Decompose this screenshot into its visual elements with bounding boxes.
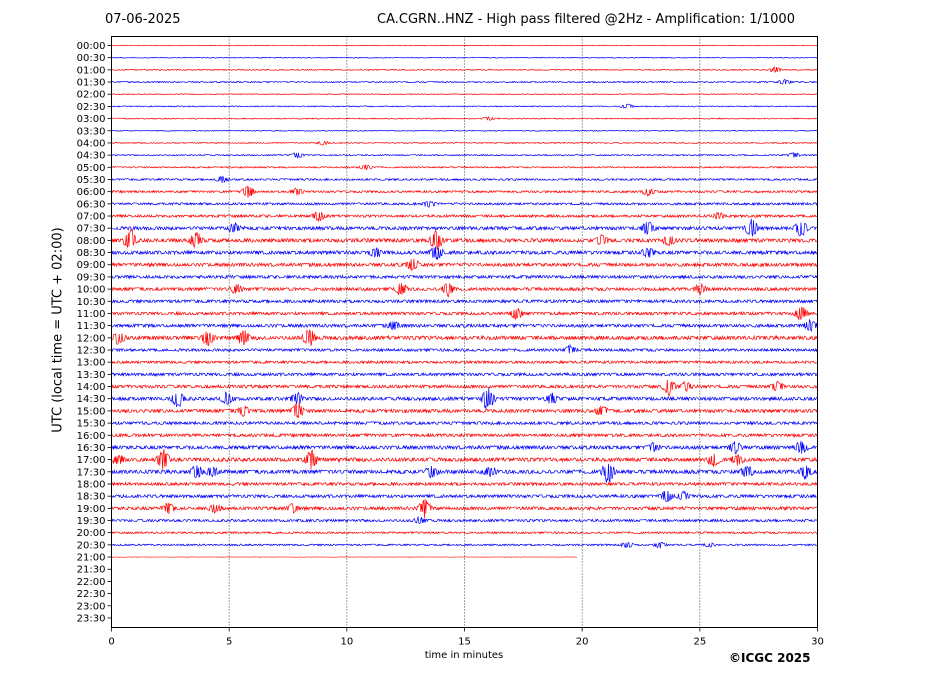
y-tick-label: 16:00 — [77, 431, 106, 442]
y-tick-label: 04:30 — [77, 151, 106, 162]
trace-1800 — [111, 481, 818, 487]
x-tick-label: 0 — [108, 637, 114, 648]
y-tick-label: 20:00 — [77, 528, 106, 539]
y-tick-label: 18:00 — [77, 479, 106, 490]
grid-group — [228, 36, 701, 628]
trace-0930 — [111, 274, 818, 280]
y-tick-label: 06:30 — [77, 199, 106, 210]
x-tick-label: 30 — [811, 637, 824, 648]
y-tick-label: 22:00 — [77, 577, 106, 588]
y-tick-label: 10:00 — [77, 285, 106, 296]
y-tick-label: 13:30 — [77, 370, 106, 381]
trace-0430 — [111, 152, 818, 159]
y-tick-label: 20:30 — [77, 540, 106, 551]
y-tick-label: 07:00 — [77, 212, 106, 223]
trace-0900 — [111, 258, 818, 272]
x-tick-label: 15 — [458, 637, 471, 648]
y-tick-label: 09:30 — [77, 272, 106, 283]
y-tick-label: 18:30 — [77, 492, 106, 503]
trace-1730 — [111, 463, 818, 483]
trace-0500 — [111, 164, 818, 171]
trace-1130 — [111, 318, 818, 332]
y-tick-label: 15:00 — [77, 406, 106, 417]
y-tick-label: 05:00 — [77, 163, 106, 174]
y-tick-label: 10:30 — [77, 297, 106, 308]
y-tick-label: 22:30 — [77, 589, 106, 600]
x-axis-label: time in minutes — [424, 650, 504, 661]
trace-1200 — [111, 329, 818, 347]
y-tick-label: 17:00 — [77, 455, 106, 466]
y-tick-label: 08:00 — [77, 236, 106, 247]
plot-frame — [111, 36, 818, 628]
y-tick-label: 02:30 — [77, 102, 106, 113]
y-tick-label: 00:00 — [77, 41, 106, 52]
trace-1700 — [111, 449, 818, 470]
y-tick-label: 01:00 — [77, 65, 106, 76]
trace-0730 — [111, 218, 818, 237]
y-tick-label: 19:30 — [77, 516, 106, 527]
y-tick-label: 13:00 — [77, 358, 106, 369]
y-tick-label: 03:00 — [77, 114, 106, 125]
chart-title: CA.CGRN..HNZ - High pass filtered @2Hz -… — [377, 12, 795, 27]
y-tick-label: 11:00 — [77, 309, 106, 320]
y-tick-label: 11:30 — [77, 321, 106, 332]
trace-group — [111, 44, 818, 558]
y-tick-label: 16:30 — [77, 443, 106, 454]
trace-1630 — [111, 440, 818, 455]
trace-1000 — [111, 282, 818, 298]
y-tick-label: 09:00 — [77, 260, 106, 271]
trace-0530 — [111, 175, 818, 184]
trace-1100 — [111, 306, 818, 321]
y-tick-label: 12:30 — [77, 346, 106, 357]
y-tick-label: 12:00 — [77, 333, 106, 344]
trace-0400 — [111, 140, 818, 146]
y-tick-label: 08:30 — [77, 248, 106, 259]
trace-0330 — [111, 129, 818, 132]
y-tick-label: 15:30 — [77, 419, 106, 430]
y-tick-label: 23:30 — [77, 613, 106, 624]
y-tick-label: 17:30 — [77, 467, 106, 478]
trace-0600 — [111, 185, 818, 198]
y-tick-label: 14:30 — [77, 394, 106, 405]
trace-1930 — [111, 515, 818, 525]
y-tick-label: 05:30 — [77, 175, 106, 186]
y-tick-label: 00:30 — [77, 53, 106, 64]
trace-1830 — [111, 490, 818, 502]
date-label: 07-06-2025 — [105, 12, 181, 27]
y-tick-label: 02:00 — [77, 90, 106, 101]
trace-1230 — [111, 343, 818, 354]
x-tick-label: 5 — [226, 637, 232, 648]
x-tick-label: 20 — [576, 637, 589, 648]
x-tick-group: 0 5 10 15 20 25 30 — [108, 627, 824, 648]
y-tick-label: 14:00 — [77, 382, 106, 393]
trace-2030 — [111, 541, 818, 549]
trace-0230 — [111, 103, 818, 109]
y-tick-label: 21:30 — [77, 565, 106, 576]
y-tick-label: 19:00 — [77, 504, 106, 515]
y-tick-label: 06:00 — [77, 187, 106, 198]
y-tick-label: 23:00 — [77, 601, 106, 612]
x-tick-label: 25 — [693, 637, 706, 648]
y-tick-label: 03:30 — [77, 126, 106, 137]
y-tick-label: 01:30 — [77, 78, 106, 89]
y-tick-label: 04:00 — [77, 138, 106, 149]
y-tick-label: 07:30 — [77, 224, 106, 235]
trace-1500 — [111, 402, 818, 419]
x-tick-label: 10 — [340, 637, 353, 648]
trace-1030 — [111, 298, 818, 305]
y-tick-label: 21:00 — [77, 553, 106, 564]
copyright-credit: ©ICGC 2025 — [729, 651, 811, 665]
